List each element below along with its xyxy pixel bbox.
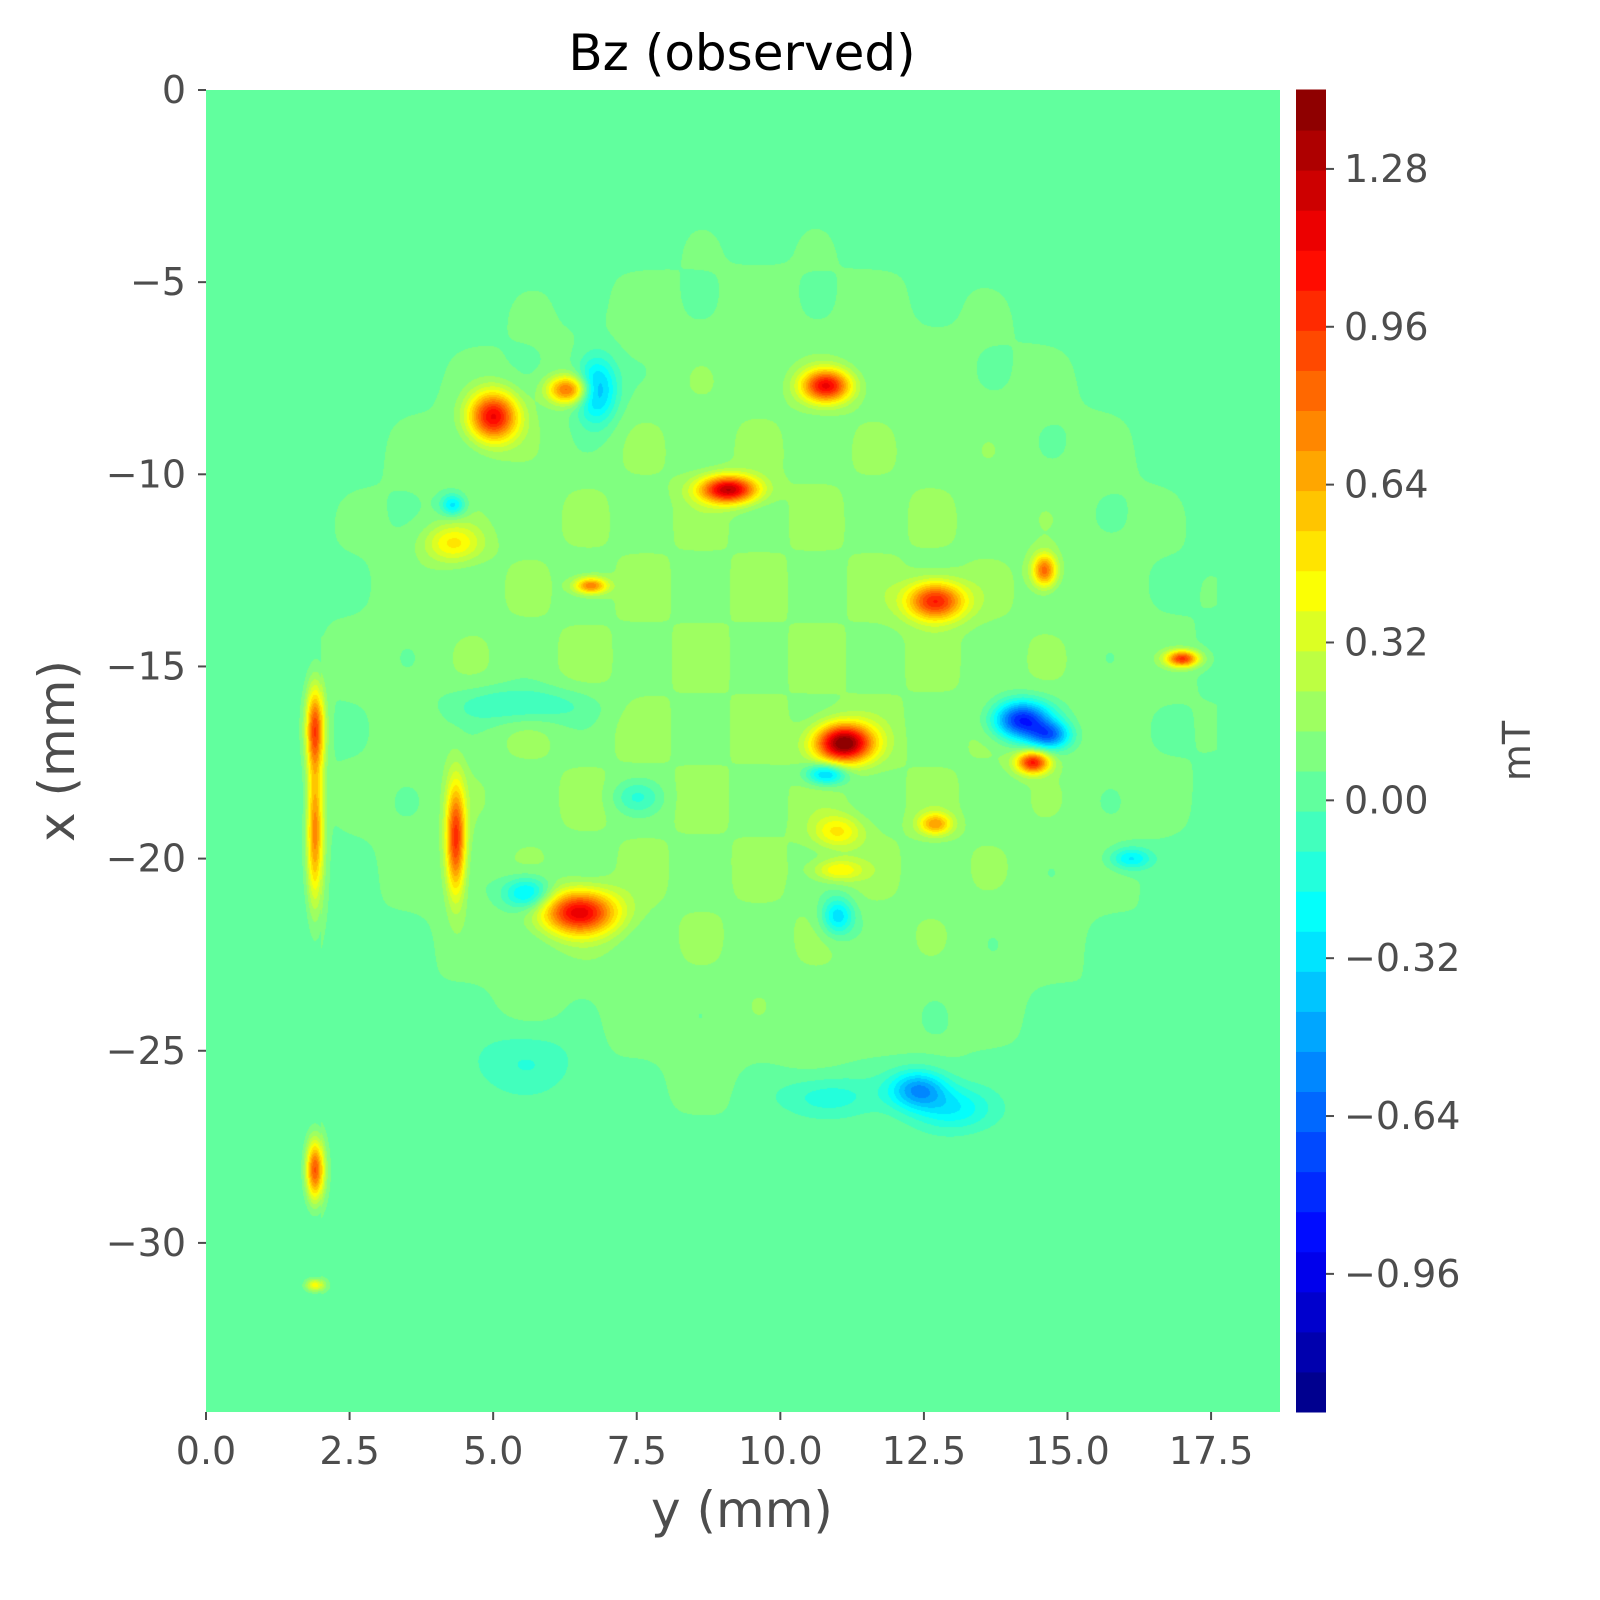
colorbar-level — [1296, 89, 1326, 131]
y-tick-label: −30 — [106, 1221, 186, 1265]
colorbar-level — [1296, 1050, 1326, 1093]
colorbar-level — [1296, 249, 1326, 291]
colorbar-level — [1296, 730, 1326, 772]
colorbar-level — [1296, 1091, 1326, 1133]
colorbar-tick-label: 0.32 — [1344, 620, 1429, 664]
colorbar-level — [1296, 1010, 1326, 1052]
x-tick-label: 5.0 — [463, 1429, 523, 1473]
plot-area — [206, 90, 1280, 1412]
colorbar-level — [1296, 1131, 1326, 1173]
x-tick-label: 2.5 — [319, 1429, 379, 1473]
x-tick-label: 0.0 — [176, 1429, 236, 1473]
colorbar-level — [1296, 610, 1326, 652]
colorbar-tick-label: 0.64 — [1344, 463, 1429, 507]
colorbar-level — [1296, 1291, 1326, 1333]
colorbar-level — [1296, 970, 1326, 1012]
colorbar-level — [1296, 850, 1326, 892]
y-tick-label: −5 — [130, 260, 186, 304]
colorbar-tick-label: 1.28 — [1344, 147, 1429, 191]
colorbar-level — [1296, 1211, 1326, 1253]
colorbar-level — [1296, 570, 1326, 612]
colorbar-level — [1296, 329, 1326, 371]
chart-title: Bz (observed) — [568, 24, 915, 82]
colorbar-level — [1296, 1171, 1326, 1213]
y-tick-label: −15 — [106, 644, 186, 688]
colorbar-label: mT — [1495, 720, 1539, 781]
colorbar-level — [1296, 530, 1326, 572]
colorbar-level — [1296, 690, 1326, 732]
y-tick-label: −20 — [106, 837, 186, 881]
y-tick-label: −10 — [106, 452, 186, 496]
colorbar-ticks: 1.28 0.96 0.64 0.32 0.00 −0.32 −0.64 −0.96 — [1326, 147, 1460, 1296]
x-tick-label: 15.0 — [1025, 1429, 1110, 1473]
x-tick-label: 7.5 — [607, 1429, 667, 1473]
colorbar-level — [1296, 209, 1326, 251]
colorbar-tick-label: −0.96 — [1344, 1252, 1460, 1296]
colorbar-level — [1296, 409, 1326, 452]
heatmap-field — [206, 90, 1280, 1412]
colorbar-level — [1296, 810, 1326, 852]
colorbar-level — [1296, 770, 1326, 812]
x-tick-label: 12.5 — [882, 1429, 967, 1473]
colorbar-level — [1296, 1371, 1326, 1413]
colorbar-level — [1296, 650, 1326, 692]
x-tick-label: 10.0 — [738, 1429, 823, 1473]
colorbar-level — [1296, 930, 1326, 972]
x-axis-label: y (mm) — [651, 1481, 833, 1539]
x-axis-ticks: 0.0 2.5 5.0 7.5 10.0 12.5 15.0 17.5 — [176, 1412, 1254, 1473]
colorbar-level — [1296, 490, 1326, 532]
y-tick-label: −25 — [106, 1029, 186, 1073]
colorbar-level — [1296, 890, 1326, 932]
y-axis-label: x (mm) — [28, 660, 86, 842]
colorbar-tick-label: 0.96 — [1344, 305, 1429, 349]
colorbar-tick-label: −0.32 — [1344, 936, 1460, 980]
colorbar-tick-label: 0.00 — [1344, 778, 1429, 822]
colorbar-level — [1296, 1251, 1326, 1293]
colorbar-level — [1296, 1331, 1326, 1373]
y-tick-label: 0 — [162, 68, 186, 112]
colorbar-level — [1296, 369, 1326, 411]
x-tick-label: 17.5 — [1169, 1429, 1254, 1473]
colorbar-level — [1296, 450, 1326, 492]
y-axis-ticks: 0 −5 −10 −15 −20 −25 −30 — [106, 68, 206, 1265]
colorbar — [1296, 89, 1326, 1413]
colorbar-tick-label: −0.64 — [1344, 1094, 1460, 1138]
colorbar-level — [1296, 169, 1326, 211]
colorbar-level — [1296, 129, 1326, 171]
colorbar-level — [1296, 289, 1326, 331]
